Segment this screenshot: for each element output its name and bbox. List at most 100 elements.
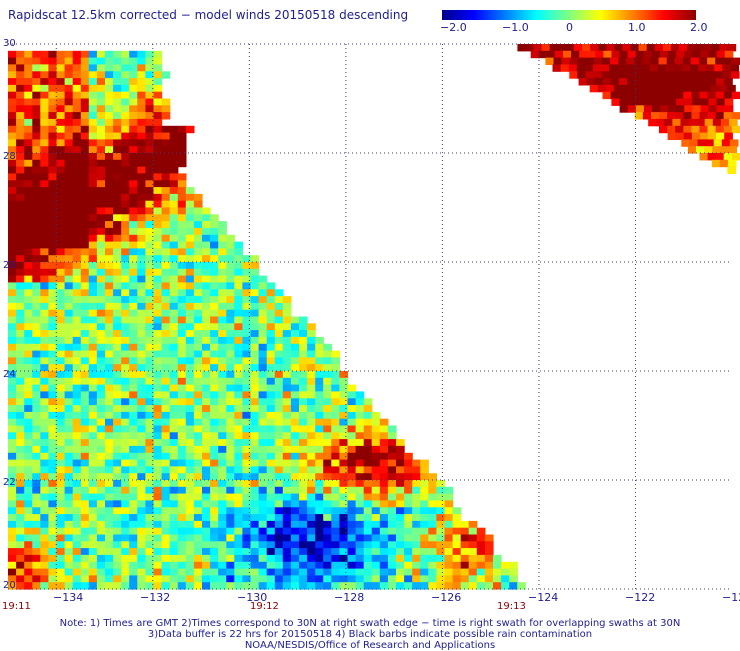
heatmap-cell xyxy=(105,473,114,481)
heatmap-cell xyxy=(719,84,728,93)
heatmap-cell xyxy=(96,480,106,488)
heatmap-cell xyxy=(339,432,349,440)
heatmap-cell xyxy=(371,493,381,501)
heatmap-cell xyxy=(24,425,33,433)
heatmap-cell xyxy=(72,159,82,168)
heatmap-cell xyxy=(40,445,49,454)
heatmap-cell xyxy=(88,309,98,318)
heatmap-cell xyxy=(72,241,82,249)
heatmap-cell xyxy=(105,466,114,474)
heatmap-cell xyxy=(72,248,82,256)
heatmap-cell xyxy=(258,316,268,324)
heatmap-cell xyxy=(331,452,340,461)
heatmap-cell xyxy=(627,50,637,59)
heatmap-cell xyxy=(121,541,130,549)
heatmap-cell xyxy=(202,268,211,277)
heatmap-cell xyxy=(105,105,114,113)
heatmap-cell xyxy=(24,180,33,188)
heatmap-cell xyxy=(679,44,688,52)
heatmap-cell xyxy=(331,384,340,392)
heatmap-cell xyxy=(242,262,252,270)
heatmap-cell xyxy=(137,534,146,542)
heatmap-cell xyxy=(48,105,58,113)
heatmap-cell xyxy=(444,534,454,542)
heatmap-cell xyxy=(420,500,429,508)
heatmap-cell xyxy=(88,125,98,134)
heatmap-cell xyxy=(218,480,227,488)
heatmap-cell xyxy=(202,241,211,249)
heatmap-cell xyxy=(129,57,138,65)
heatmap-cell xyxy=(307,554,316,563)
heatmap-cell xyxy=(153,227,163,236)
heatmap-cell xyxy=(323,445,332,454)
heatmap-cell xyxy=(40,57,49,65)
heatmap-cell xyxy=(105,561,114,570)
heatmap-cell xyxy=(121,411,130,420)
heatmap-cell xyxy=(185,439,195,447)
heatmap-cell xyxy=(129,125,138,134)
heatmap-cell xyxy=(218,398,227,406)
heatmap-cell xyxy=(193,527,203,536)
heatmap-cell xyxy=(700,105,710,113)
heatmap-cell xyxy=(24,486,33,495)
heatmap-cell xyxy=(707,153,717,161)
heatmap-cell xyxy=(24,296,33,304)
heatmap-cell xyxy=(299,554,308,563)
heatmap-cell xyxy=(64,398,74,406)
heatmap-cell xyxy=(234,480,243,488)
heatmap-cell xyxy=(177,275,187,283)
heatmap-cell xyxy=(8,459,17,467)
heatmap-cell xyxy=(715,57,724,65)
heatmap-cell xyxy=(355,425,365,433)
heatmap-cell xyxy=(64,336,74,345)
heatmap-cell xyxy=(113,125,122,134)
heatmap-cell xyxy=(686,84,696,93)
heatmap-cell xyxy=(48,500,58,508)
heatmap-cell xyxy=(420,507,429,515)
heatmap-cell xyxy=(258,405,268,413)
heatmap-cell xyxy=(88,582,98,590)
heatmap-cell xyxy=(72,514,82,522)
heatmap-cell xyxy=(64,50,74,59)
heatmap-cell xyxy=(258,520,268,529)
heatmap-cell xyxy=(96,187,106,195)
heatmap-cell xyxy=(218,561,227,570)
heatmap-cell xyxy=(347,466,357,474)
heatmap-cell xyxy=(80,425,90,433)
heatmap-cell xyxy=(40,180,49,188)
heatmap-cell xyxy=(153,336,163,345)
heatmap-cell xyxy=(274,480,284,488)
heatmap-cell xyxy=(8,146,17,154)
heatmap-cell xyxy=(662,84,672,93)
heatmap-cell xyxy=(48,289,58,297)
heatmap-cell xyxy=(8,139,17,147)
heatmap-cell xyxy=(48,391,58,399)
heatmap-cell xyxy=(234,364,243,372)
heatmap-cell xyxy=(153,405,163,413)
heatmap-cell xyxy=(371,486,381,495)
heatmap-cell xyxy=(113,234,122,243)
heatmap-cell xyxy=(56,227,66,236)
heatmap-cell xyxy=(177,500,187,508)
heatmap-cell xyxy=(266,445,276,454)
heatmap-cell xyxy=(339,514,349,522)
heatmap-cell xyxy=(137,316,146,324)
heatmap-cell xyxy=(724,132,733,140)
heatmap-cell xyxy=(622,44,632,52)
heatmap-cell xyxy=(64,548,74,556)
heatmap-cell xyxy=(32,180,41,188)
heatmap-cell xyxy=(210,350,219,358)
heatmap-cell xyxy=(153,486,163,495)
heatmap-cell xyxy=(153,316,163,324)
heatmap-cell xyxy=(476,527,486,536)
heatmap-cell xyxy=(40,398,49,406)
heatmap-cell xyxy=(185,432,195,440)
heatmap-cell xyxy=(444,541,454,549)
heatmap-cell xyxy=(56,180,66,188)
heatmap-cell xyxy=(80,480,90,488)
heatmap-cell xyxy=(169,153,179,161)
heatmap-cell xyxy=(210,561,219,570)
heatmap-cell xyxy=(48,112,58,120)
heatmap-cell xyxy=(80,377,90,386)
heatmap-cell xyxy=(40,473,49,481)
